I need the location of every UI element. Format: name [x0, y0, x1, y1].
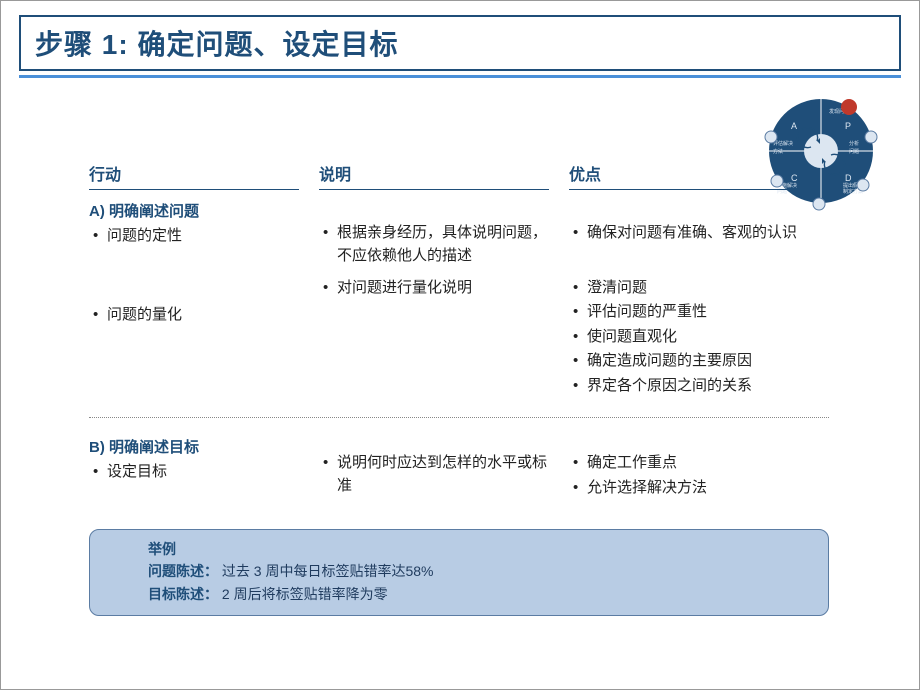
- desc-item: 对问题进行量化说明: [323, 277, 549, 300]
- pdca-highlight-node: [841, 99, 857, 115]
- col-actions-b: B) 明确阐述目标 设定目标: [89, 430, 299, 501]
- pdca-seg-label: 方法: [773, 148, 783, 155]
- page-title: 步骤 1: 确定问题、设定目标: [35, 23, 885, 63]
- col-adv: 优点 确保对问题有准确、客观的认识 澄清问题 评估问题的严重性 使问题直观化 确…: [569, 161, 819, 399]
- pdca-seg-label: 分析: [849, 140, 859, 147]
- adv-item: 确定造成问题的主要原因: [573, 350, 819, 373]
- title-bar: 步骤 1: 确定问题、设定目标: [19, 15, 901, 71]
- example-goal-text: 2 周后将标签贴错率降为零: [222, 586, 388, 602]
- section-b-label: B) 明确阐述目标: [89, 436, 299, 457]
- col-desc: 说明 根据亲身经历，具体说明问题，不应依赖他人的描述 对问题进行量化说明: [319, 161, 549, 399]
- adv-item: 确保对问题有准确、客观的认识: [573, 222, 819, 245]
- columns: 行动 A) 明确阐述问题 问题的定性 问题的量化 说明 根据亲身经历，具体说明问…: [89, 161, 879, 399]
- pdca-letter: P: [845, 121, 851, 131]
- adv-item: 澄清问题: [573, 277, 819, 300]
- pdca-node: [765, 131, 777, 143]
- adv-item: 允许选择解决方法: [573, 477, 819, 500]
- action-item: 设定目标: [93, 461, 299, 484]
- col-header-desc: 说明: [319, 161, 549, 190]
- col-header-adv: 优点: [569, 161, 819, 190]
- example-problem-label: 问题陈述：: [148, 563, 218, 579]
- pdca-letter: A: [791, 121, 797, 131]
- example-title: 举例: [148, 541, 176, 557]
- col-desc-b: 说明何时应达到怎样的水平或标准: [319, 430, 549, 501]
- pdca-node: [865, 131, 877, 143]
- adv-item: 评估问题的严重性: [573, 301, 819, 324]
- col-header-actions: 行动: [89, 161, 299, 190]
- action-item: 问题的量化: [93, 304, 299, 327]
- desc-item: 说明何时应达到怎样的水平或标准: [323, 452, 549, 497]
- adv-item: 确定工作重点: [573, 452, 819, 475]
- example-box: 举例 问题陈述： 过去 3 周中每日标签贴错率达58% 目标陈述： 2 周后将标…: [89, 529, 829, 616]
- title-underline: [19, 75, 901, 78]
- action-item: 问题的定性: [93, 225, 299, 248]
- section-a-label: A) 明确阐述问题: [89, 200, 299, 221]
- adv-item: 使问题直观化: [573, 326, 819, 349]
- col-adv-b: 确定工作重点 允许选择解决方法: [569, 430, 819, 501]
- pdca-seg-label: 问题: [849, 148, 859, 155]
- desc-item: 根据亲身经历，具体说明问题，不应依赖他人的描述: [323, 222, 549, 267]
- example-goal-label: 目标陈述：: [148, 586, 218, 602]
- adv-item: 界定各个原因之间的关系: [573, 375, 819, 398]
- section-divider: [89, 417, 829, 418]
- content-area: 行动 A) 明确阐述问题 问题的定性 问题的量化 说明 根据亲身经历，具体说明问…: [89, 161, 879, 616]
- example-problem-text: 过去 3 周中每日标签贴错率达58%: [222, 563, 434, 579]
- slide: 步骤 1: 确定问题、设定目标 P D C A 发现问题 分析 问题 提出假设 …: [0, 0, 920, 690]
- columns-b: B) 明确阐述目标 设定目标 说明何时应达到怎样的水平或标准 确定工作重点 允许…: [89, 430, 879, 501]
- col-actions: 行动 A) 明确阐述问题 问题的定性 问题的量化: [89, 161, 299, 399]
